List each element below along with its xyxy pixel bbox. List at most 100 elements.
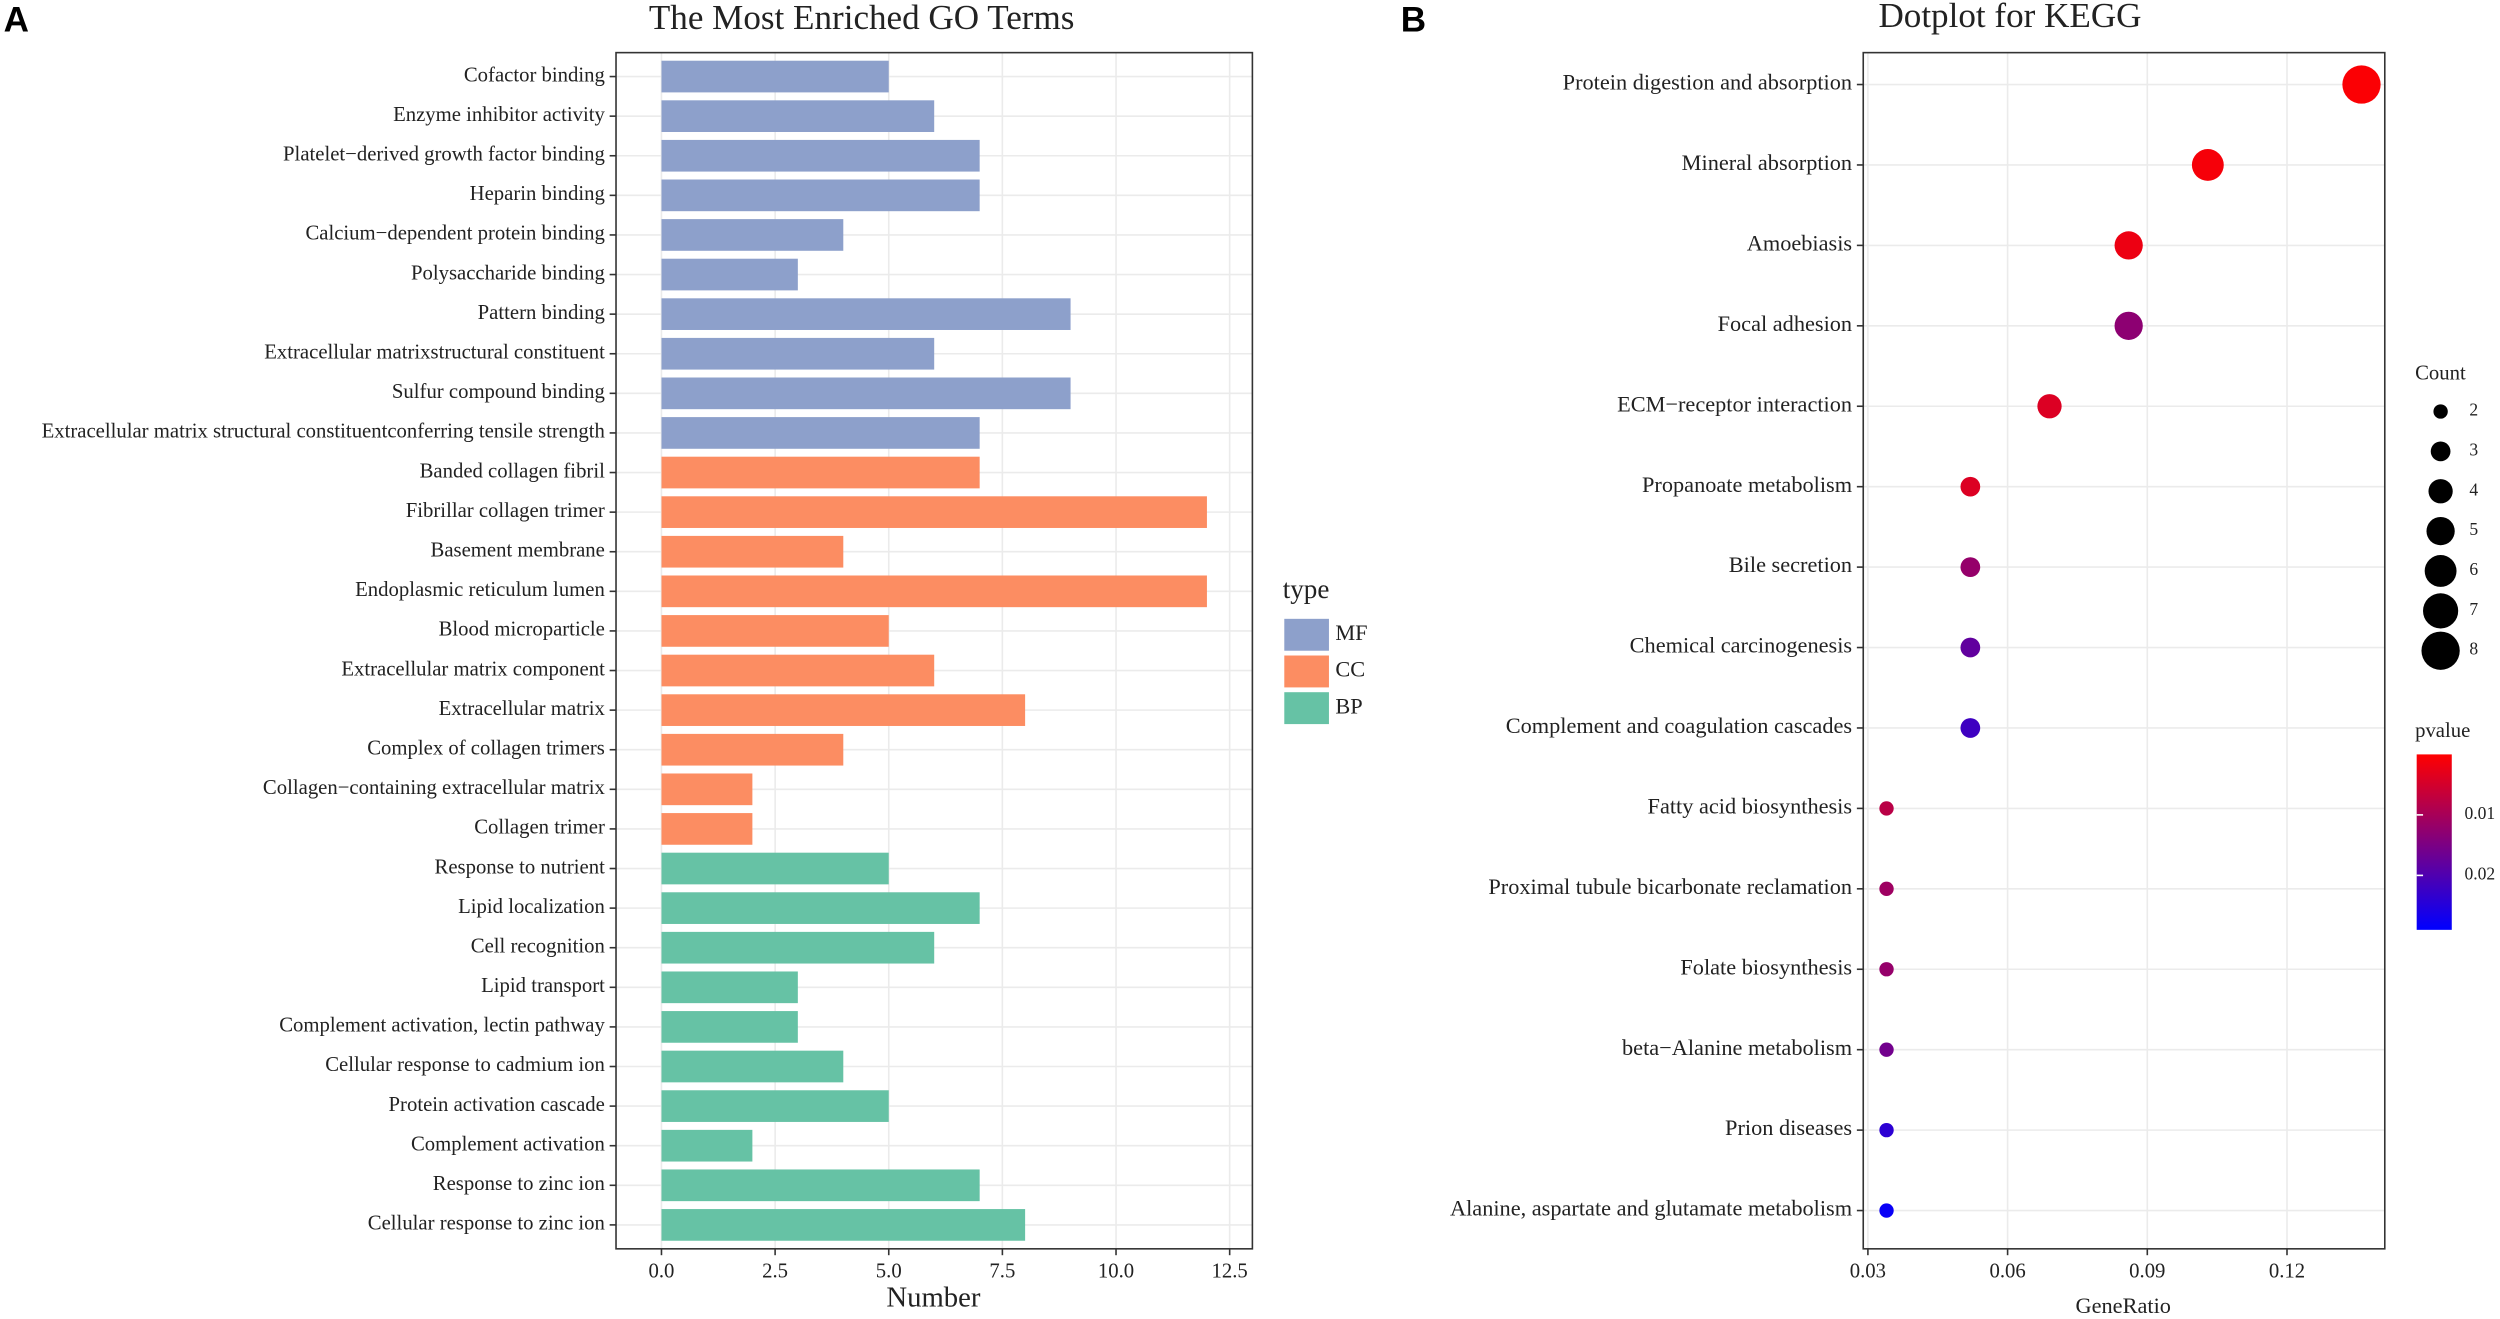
x-tick-label: 10.0 (1098, 1260, 1134, 1282)
size-legend-dot (2423, 593, 2459, 629)
y-tick-label: Enzyme inhibitor activity (393, 104, 605, 126)
bar (661, 496, 1207, 528)
y-tick-label: Amoebiasis (1747, 231, 1852, 256)
bar (661, 456, 980, 489)
bar (661, 733, 844, 766)
size-legend-label: 5 (2469, 519, 2478, 539)
dot (2342, 65, 2381, 104)
size-legend-dot (2433, 404, 2448, 419)
y-tick-label: Extracellular matrix (439, 698, 606, 720)
dot (1879, 1203, 1894, 1218)
bar (661, 1209, 1026, 1241)
y-tick-label: Prion diseases (1725, 1115, 1852, 1140)
bar (661, 219, 844, 251)
y-tick-label: Polysaccharide binding (411, 262, 605, 284)
y-tick-label: Cell recognition (471, 935, 606, 957)
y-tick-label: Extracellular matrixstructural constitue… (264, 341, 605, 363)
y-tick-label: Banded collagen fibril (420, 460, 605, 482)
legend-label: CC (1335, 657, 1365, 682)
y-tick-label: Complex of collagen trimers (367, 737, 605, 759)
legend-label: MF (1335, 620, 1367, 645)
y-tick-label: Bile secretion (1729, 552, 1852, 577)
bar (661, 60, 889, 93)
panel-label: A (4, 1, 29, 40)
chart-title: Dotplot for KEGG (1878, 0, 2141, 35)
y-tick-label: Lipid localization (458, 896, 605, 918)
bar (661, 179, 980, 212)
dot (1879, 801, 1894, 816)
size-legend-label: 2 (2469, 400, 2478, 420)
dot (2037, 394, 2062, 419)
chart-title: The Most Enriched GO Terms (649, 0, 1075, 37)
bar (661, 1050, 844, 1083)
panel-border (1862, 51, 2386, 1250)
y-tick-label: Complement activation (411, 1133, 606, 1155)
bar (661, 377, 1071, 410)
y-tick-label: Protein digestion and absorption (1563, 70, 1852, 95)
y-tick-label: Calcium−dependent protein binding (305, 223, 604, 245)
bar (661, 654, 935, 687)
y-tick-label: Basement membrane (431, 539, 605, 561)
y-tick-label: Response to zinc ion (433, 1173, 606, 1195)
y-tick-label: Response to nutrient (435, 856, 606, 878)
bar (661, 931, 935, 964)
x-tick-label: 5.0 (876, 1260, 902, 1282)
x-tick-label: 7.5 (989, 1260, 1015, 1282)
bar (661, 1090, 889, 1122)
size-legend-dot (2426, 516, 2455, 546)
bar (661, 615, 889, 647)
colorbar-label: 0.02 (2465, 863, 2496, 883)
bar (661, 535, 844, 568)
bar (661, 773, 753, 806)
dot (1879, 1042, 1894, 1057)
size-legend-dot (2428, 479, 2453, 504)
size-legend-dot (2424, 555, 2457, 587)
y-tick-label: ECM−receptor interaction (1617, 391, 1852, 416)
dot (1879, 1122, 1894, 1138)
size-legend-label: 4 (2469, 479, 2478, 499)
colorbar (2416, 754, 2452, 930)
panel-border (615, 51, 1254, 1250)
size-legend-dot (2430, 441, 2451, 462)
legend-label: BP (1335, 693, 1362, 718)
bar (661, 298, 1071, 330)
bar (661, 971, 798, 1004)
dot (1960, 637, 1981, 658)
bar (661, 813, 753, 845)
y-tick-label: Proximal tubule bicarbonate reclamation (1488, 874, 1852, 899)
legend-key (1284, 655, 1329, 688)
x-tick-label: 0.03 (1850, 1260, 1886, 1282)
y-tick-label: Cellular response to cadmium ion (325, 1054, 605, 1076)
y-tick-label: Fatty acid biosynthesis (1648, 794, 1853, 819)
y-tick-label: Cofactor binding (464, 64, 605, 86)
legend-title: Count (2415, 363, 2466, 385)
y-tick-label: Extracellular matrix component (341, 658, 605, 680)
y-tick-label: Complement and coagulation cascades (1506, 713, 1852, 738)
panel-label: B (1401, 1, 1426, 40)
bar (661, 100, 935, 132)
bar (661, 1129, 753, 1162)
bar (661, 139, 980, 172)
bar (661, 852, 889, 885)
bar (661, 258, 798, 291)
size-legend-label: 7 (2469, 599, 2478, 619)
panel (616, 52, 1253, 1249)
bar (661, 892, 980, 924)
bar (661, 417, 980, 449)
dot (1879, 881, 1894, 897)
y-tick-label: Endoplasmic reticulum lumen (355, 579, 605, 601)
x-axis-title: Number (886, 1281, 980, 1313)
y-tick-label: Chemical carcinogenesis (1630, 633, 1852, 658)
x-tick-label: 0.09 (2129, 1260, 2165, 1282)
y-tick-label: Pattern binding (478, 302, 605, 324)
x-tick-label: 0.06 (1989, 1260, 2025, 1282)
size-legend-label: 8 (2469, 639, 2478, 659)
y-tick-label: Platelet−derived growth factor binding (283, 144, 605, 166)
x-tick-label: 0.12 (2269, 1260, 2305, 1282)
y-tick-label: Collagen trimer (474, 817, 605, 839)
dot (2114, 311, 2143, 340)
bar (661, 694, 1026, 726)
colorbar-label: 0.01 (2465, 803, 2496, 823)
